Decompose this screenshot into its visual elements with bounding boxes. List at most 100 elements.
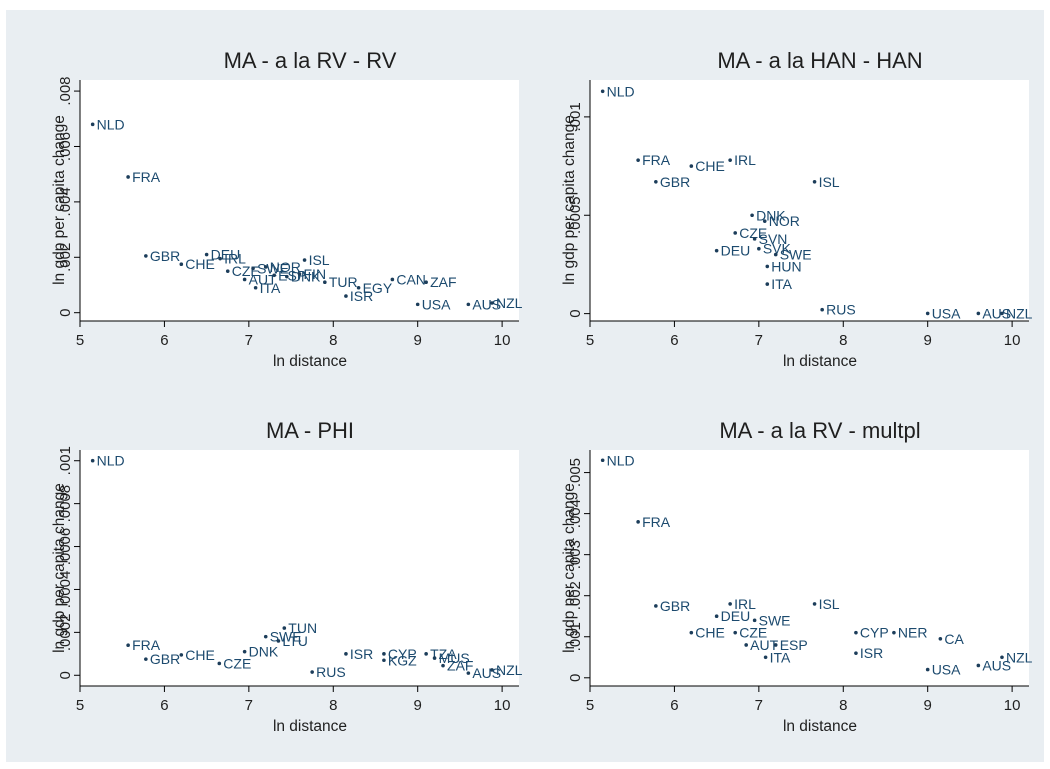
- panel-3-y-tick-label: .0002: [57, 614, 74, 652]
- panel-3-x-tick-label: 6: [160, 697, 168, 714]
- panel-4-point: [773, 643, 778, 647]
- panel-3-point: [242, 649, 247, 654]
- panel-3-point: [282, 626, 287, 630]
- panel-2-point: [1000, 311, 1004, 316]
- panel-1-point-label: IRL: [224, 251, 246, 267]
- panel-1-point: [415, 302, 420, 307]
- panel-1-y-tick-label: .006: [57, 132, 74, 161]
- panel-3-title: MA - PHI: [266, 418, 354, 443]
- panel-3-point: [344, 652, 348, 656]
- panel-1-x-tick-label: 10: [494, 332, 511, 349]
- panel-4-x-tick-label: 10: [1004, 697, 1021, 714]
- panel-1-point-label: TUR: [329, 274, 358, 290]
- panel-2-point-label: DEU: [721, 243, 751, 259]
- panel-2-point: [812, 180, 817, 184]
- panel-4-point: [744, 643, 748, 647]
- panel-1-point-label: ZAF: [430, 274, 456, 290]
- panel-3-point-label: CHE: [185, 647, 215, 663]
- panel-3-point-label: FRA: [132, 637, 161, 653]
- panel-4-point-label: NER: [898, 625, 928, 641]
- panel-2: MA - a la HAN - HAN 5 6 7 8 9 10 0 .0005 .001 NL…: [561, 48, 1033, 370]
- panel-4-point-label: AUT: [750, 637, 778, 653]
- panel-2-point: [762, 219, 767, 223]
- panel-2-y-tick-label: 0: [567, 309, 584, 317]
- panel-2-point-label: CZE: [739, 225, 767, 241]
- panel-1-x-tick-label: 6: [160, 332, 168, 349]
- panel-3-point-label: TZA: [430, 646, 457, 662]
- panel-2-point: [976, 311, 981, 316]
- panel-2-point-label: ITA: [771, 276, 792, 292]
- panel-4-point-label: NLD: [607, 452, 635, 468]
- panel-4-point-label: ESP: [780, 637, 808, 653]
- panel-3-point-label: DNK: [249, 644, 279, 660]
- panel-2-y-tick-label: .001: [567, 102, 584, 131]
- panel-4-point-label: ISR: [860, 645, 883, 661]
- panel-2-x-tick-label: 7: [755, 332, 763, 349]
- panel-1-point: [285, 274, 289, 279]
- panel-4-y-tick-label: .005: [567, 458, 584, 487]
- panel-2-point: [654, 180, 658, 184]
- panel-1-point: [323, 280, 327, 285]
- panel-1-point: [242, 277, 247, 282]
- panel-1-x-tick-label: 9: [414, 332, 422, 349]
- panel-4-point: [733, 630, 738, 635]
- panel-1-point: [218, 256, 222, 261]
- panel-2-x-tick-label: 10: [1004, 332, 1021, 349]
- panel-3-point-label: CZE: [223, 655, 251, 671]
- panel-4-point: [854, 630, 858, 635]
- panel-2-point: [773, 252, 778, 257]
- panel-3-point-label: GBR: [150, 651, 180, 667]
- panel-3-y-tick-label: 0: [57, 671, 74, 679]
- panel-4-point-label: SWE: [759, 612, 791, 628]
- panel-1-point: [225, 269, 230, 273]
- panel-2-point: [925, 311, 930, 316]
- panel-2-point-label: IRL: [734, 152, 756, 168]
- panel-2-x-tick-label: 8: [839, 332, 847, 349]
- panel-4-point: [925, 667, 930, 672]
- panel-4-y-label: ln gdp per capita change: [561, 483, 578, 653]
- panel-2-point: [689, 164, 694, 168]
- panel-3-point: [144, 657, 148, 661]
- panel-1-point: [90, 122, 95, 127]
- panel-1-point-label: AUS: [472, 296, 501, 312]
- panel-3-point-label: LTU: [282, 633, 307, 649]
- panel-1-point: [302, 258, 307, 262]
- panel-1-title: MA - a la RV - RV: [224, 48, 397, 73]
- panel-1-x-tick-label: 5: [76, 332, 84, 349]
- panel-2-x-label: ln distance: [783, 353, 857, 370]
- panel-2-point-label: NLD: [607, 83, 635, 99]
- panel-3-x-tick-label: 8: [329, 697, 337, 714]
- panel-4-point: [600, 458, 605, 463]
- panel-4-y-tick-label: .002: [567, 581, 584, 610]
- panel-1-point: [424, 280, 428, 285]
- panel-4-point-label: AUS: [982, 657, 1011, 673]
- panel-3-plot-area: [80, 450, 519, 686]
- panel-3-point: [490, 668, 494, 672]
- panel-1-point-label: NZL: [496, 295, 523, 311]
- panel-4-point-label: CYP: [860, 625, 889, 641]
- panel-4: MA - a la RV - multpl 5 6 7 8 9 10 0 .001 .002 .0…: [561, 418, 1033, 735]
- panel-4-point-label: USA: [932, 662, 961, 678]
- panel-3-point: [126, 643, 130, 648]
- panel-4-point: [636, 520, 640, 524]
- panel-3-x-tick-label: 7: [245, 697, 253, 714]
- panel-2-point-label: HUN: [771, 258, 801, 274]
- panel-2-point: [820, 307, 824, 312]
- panel-1-point: [144, 254, 148, 258]
- panel-1-point-label: ISR: [350, 288, 373, 304]
- panel-2-point: [728, 158, 732, 162]
- panel-2-point: [714, 248, 719, 253]
- panel-1-point: [390, 277, 395, 282]
- panel-4-title: MA - a la RV - multpl: [719, 418, 920, 443]
- panel-3-point-label: RUS: [316, 664, 346, 680]
- panel-1-point: [356, 285, 361, 290]
- panel-1-point-label: DEU: [211, 247, 241, 263]
- panel-3-point-label: NZL: [496, 662, 523, 678]
- panel-3-point: [179, 653, 184, 657]
- panel-2-title: MA - a la HAN - HAN: [717, 48, 922, 73]
- panel-4-x-tick-label: 9: [924, 697, 932, 714]
- panel-3-y-label: ln gdp per capita change: [51, 483, 68, 653]
- panel-2-point-label: GBR: [660, 174, 690, 190]
- panel-3-point: [310, 670, 314, 674]
